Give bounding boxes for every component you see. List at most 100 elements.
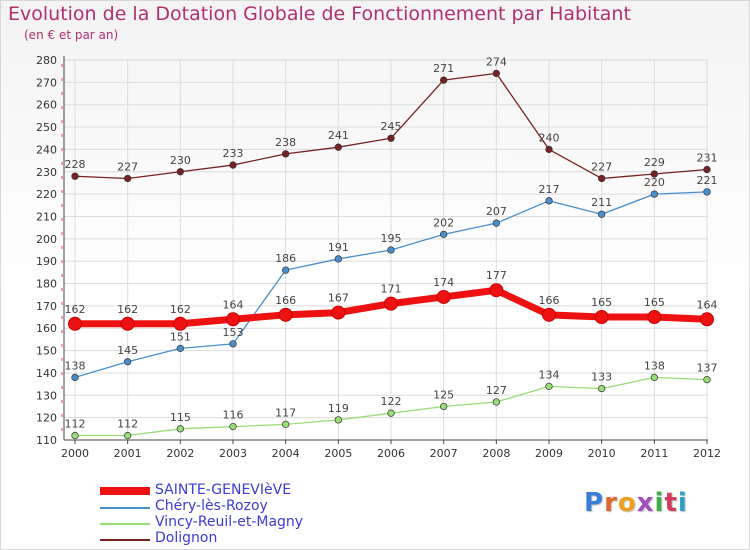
data-label: 164: [223, 298, 244, 311]
y-tick-label: 210: [36, 210, 57, 223]
data-label: 195: [381, 232, 402, 245]
data-point: [542, 307, 556, 322]
data-point: [440, 76, 448, 84]
data-label: 145: [117, 344, 138, 357]
data-point: [598, 384, 606, 393]
data-point: [545, 382, 553, 391]
data-label: 138: [65, 359, 86, 372]
data-point: [650, 190, 658, 198]
data-point: [124, 358, 132, 366]
data-label: 165: [591, 296, 612, 309]
axes: 1101201301401501601701801902002102202302…: [36, 54, 721, 460]
legend-item-dolignon: Dolignon: [100, 530, 360, 548]
data-point: [594, 310, 609, 325]
data-label: 166: [539, 294, 560, 307]
data-point: [545, 145, 553, 154]
data-point: [384, 296, 398, 311]
y-tick-label: 170: [36, 300, 57, 313]
data-label: 271: [433, 62, 454, 75]
data-point: [334, 143, 342, 151]
data-point: [545, 197, 553, 205]
data-label: 171: [381, 283, 402, 296]
data-point: [120, 316, 135, 331]
data-label: 207: [486, 205, 507, 218]
data-label: 231: [697, 152, 718, 165]
data-point: [700, 312, 714, 327]
x-tick-label: 2008: [482, 447, 510, 460]
data-label: 274: [486, 55, 507, 68]
legend-item-vincy-reuil-et-magny: Vincy-Reuil-et-Magny: [100, 514, 360, 532]
grid: [64, 59, 708, 441]
legend-item-chery-les-rozoy: Chéry-lès-Rozoy: [100, 498, 360, 516]
legend-swatch: [100, 523, 150, 525]
y-tick-label: 190: [36, 255, 57, 268]
legend-label: Dolignon: [155, 530, 218, 546]
data-label: 137: [697, 362, 718, 375]
data-point: [647, 310, 662, 325]
x-tick-label: 2006: [377, 447, 405, 460]
x-tick-label: 2004: [272, 447, 300, 460]
y-tick-label: 220: [36, 188, 57, 201]
data-point: [387, 409, 395, 417]
data-label: 122: [381, 395, 402, 408]
data-label: 186: [275, 252, 296, 265]
legend: SAINTE-GENEVIèVE Chéry-lès-Rozoy Vincy-R…: [100, 482, 360, 548]
data-point: [71, 172, 79, 180]
data-label: 112: [117, 418, 138, 431]
y-tick-label: 280: [36, 54, 57, 67]
legend-swatch: [100, 539, 150, 541]
data-point: [598, 174, 606, 183]
data-point: [492, 219, 500, 227]
data-label: 230: [170, 154, 191, 167]
data-label: 220: [644, 176, 665, 189]
y-tick-label: 260: [36, 99, 57, 112]
x-tick-label: 2012: [693, 447, 721, 460]
data-point: [124, 174, 132, 183]
y-tick-label: 120: [36, 412, 57, 425]
data-label: 233: [223, 147, 244, 160]
data-label: 153: [223, 326, 244, 339]
x-tick-label: 2002: [166, 447, 194, 460]
x-tick-label: 2011: [640, 447, 668, 460]
data-label: 228: [65, 158, 86, 171]
data-label: 117: [275, 406, 296, 419]
data-point: [226, 312, 240, 327]
y-tick-label: 140: [36, 367, 57, 380]
y-tick-label: 130: [36, 389, 57, 402]
data-point: [176, 168, 184, 176]
x-tick-label: 2010: [588, 447, 616, 460]
data-label: 245: [381, 120, 402, 133]
data-label: 227: [117, 160, 138, 173]
data-label: 127: [486, 384, 507, 397]
data-point: [703, 188, 711, 196]
data-label: 217: [539, 183, 560, 196]
y-tick-label: 160: [36, 322, 57, 335]
series: [68, 69, 714, 440]
data-label: 202: [433, 216, 454, 229]
data-point: [492, 69, 500, 78]
y-tick-label: 250: [36, 121, 57, 134]
data-point: [440, 402, 448, 411]
y-tick-label: 110: [36, 434, 57, 447]
data-point: [703, 165, 711, 174]
data-point: [331, 305, 346, 320]
data-label: 115: [170, 411, 191, 424]
data-label: 166: [275, 294, 296, 307]
x-tick-label: 2005: [324, 447, 352, 460]
data-label: 227: [591, 160, 612, 173]
legend-swatch: [100, 507, 150, 509]
data-point: [334, 255, 342, 263]
data-point: [440, 230, 448, 239]
data-label: 162: [65, 303, 86, 316]
x-tick-label: 2003: [219, 447, 247, 460]
data-point: [387, 246, 395, 254]
data-point: [71, 373, 79, 382]
data-point: [173, 316, 188, 331]
x-tick-label: 2009: [535, 447, 563, 460]
data-label: 191: [328, 241, 349, 254]
x-tick-label: 2007: [430, 447, 458, 460]
data-label: 112: [65, 418, 86, 431]
chart-title: Evolution de la Dotation Globale de Fonc…: [8, 3, 631, 25]
y-tick-label: 230: [36, 166, 57, 179]
